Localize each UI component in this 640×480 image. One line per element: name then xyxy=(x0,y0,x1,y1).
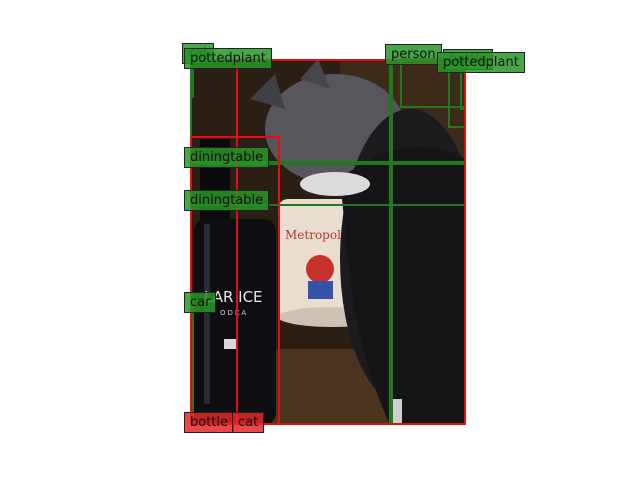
scene-illustration: Metropolis LAR ICE ODKA xyxy=(190,59,466,425)
bottle-text: LAR ICE xyxy=(204,288,263,306)
label-person: person xyxy=(385,44,442,65)
cat-figure xyxy=(250,59,466,425)
label-diningtable-2: diningtable xyxy=(184,190,270,211)
label-pottedplant-2: pottedplant xyxy=(437,52,525,73)
label-car: car xyxy=(184,292,217,313)
label-pottedplant-1: pottedplant xyxy=(184,48,272,69)
box-pottedplant-1 xyxy=(190,68,194,98)
can-text: Metropolis xyxy=(285,228,351,242)
bottle-subtext: ODKA xyxy=(220,309,248,317)
label-cat-pred: cat xyxy=(232,412,265,433)
photo: Metropolis LAR ICE ODKA xyxy=(190,59,466,425)
box-cat-pred xyxy=(236,59,466,425)
label-bottle-pred: bottle xyxy=(184,412,235,433)
label-diningtable-1: diningtable xyxy=(184,147,270,168)
